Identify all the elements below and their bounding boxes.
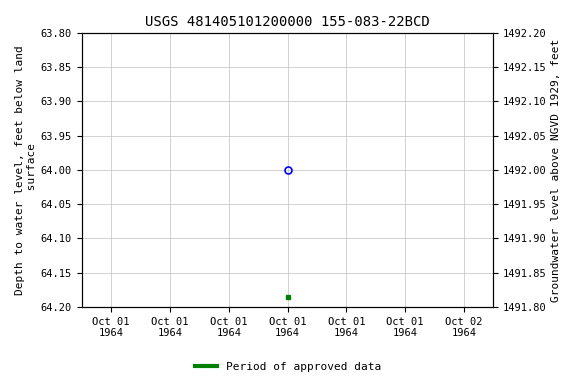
- Y-axis label: Groundwater level above NGVD 1929, feet: Groundwater level above NGVD 1929, feet: [551, 38, 561, 301]
- Legend: Period of approved data: Period of approved data: [191, 358, 385, 377]
- Y-axis label: Depth to water level, feet below land
 surface: Depth to water level, feet below land su…: [15, 45, 37, 295]
- Title: USGS 481405101200000 155-083-22BCD: USGS 481405101200000 155-083-22BCD: [145, 15, 430, 29]
